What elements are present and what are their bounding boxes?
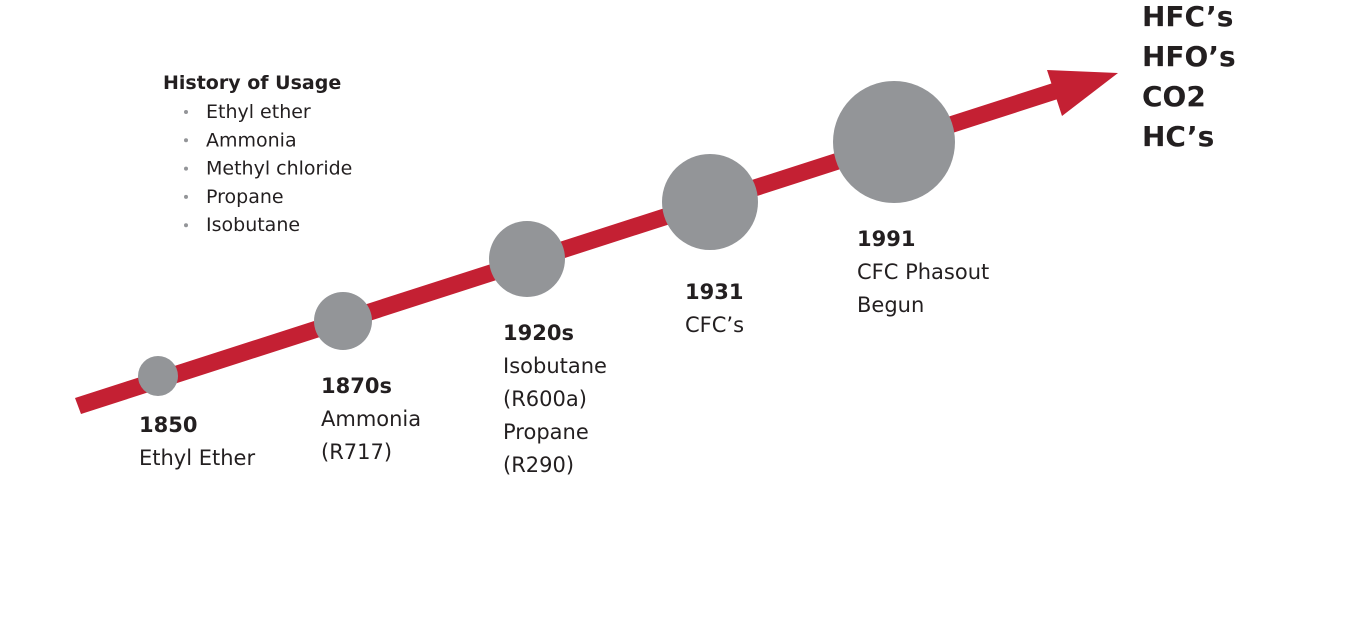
milestone-year: 1920s xyxy=(503,321,574,345)
milestone-label: CFC’s xyxy=(685,313,744,337)
bullet xyxy=(184,194,188,199)
milestone-year: 1870s xyxy=(321,374,392,398)
history-item: Ethyl ether xyxy=(206,101,311,123)
history-item: Methyl chloride xyxy=(206,158,352,180)
milestone-label: CFC Phasout xyxy=(857,260,989,284)
milestone-label: Begun xyxy=(857,293,924,317)
milestone-label: (R717) xyxy=(321,440,392,464)
history-item: Isobutane xyxy=(206,214,300,236)
milestone-label: Ammonia xyxy=(321,407,421,431)
milestone-label: (R600a) xyxy=(503,387,587,411)
milestone-label: (R290) xyxy=(503,453,574,477)
milestone-label: Propane xyxy=(503,420,589,444)
milestone-label: Isobutane xyxy=(503,354,607,378)
bullet xyxy=(184,110,188,114)
bullet xyxy=(184,223,188,228)
bullet xyxy=(184,166,188,171)
milestone-circle xyxy=(489,221,565,297)
milestone-year: 1850 xyxy=(139,413,197,437)
future-refrigerant: HFC’s xyxy=(1142,0,1233,33)
history-item: Propane xyxy=(206,186,284,208)
history-item: Ammonia xyxy=(206,129,297,151)
future-refrigerant: HC’s xyxy=(1142,120,1214,153)
milestone-circle xyxy=(662,154,758,250)
milestone-circle xyxy=(833,81,955,203)
bullet xyxy=(184,138,188,143)
history-title: History of Usage xyxy=(163,72,341,94)
future-refrigerant: HFO’s xyxy=(1142,40,1236,73)
milestone-year: 1991 xyxy=(857,227,915,251)
future-refrigerant: CO2 xyxy=(1142,80,1206,113)
milestone-year: 1931 xyxy=(685,280,743,304)
arrow-head xyxy=(1047,70,1118,116)
milestone-circle xyxy=(138,356,178,396)
milestone-circle xyxy=(314,292,372,350)
milestone-label: Ethyl Ether xyxy=(139,446,255,470)
